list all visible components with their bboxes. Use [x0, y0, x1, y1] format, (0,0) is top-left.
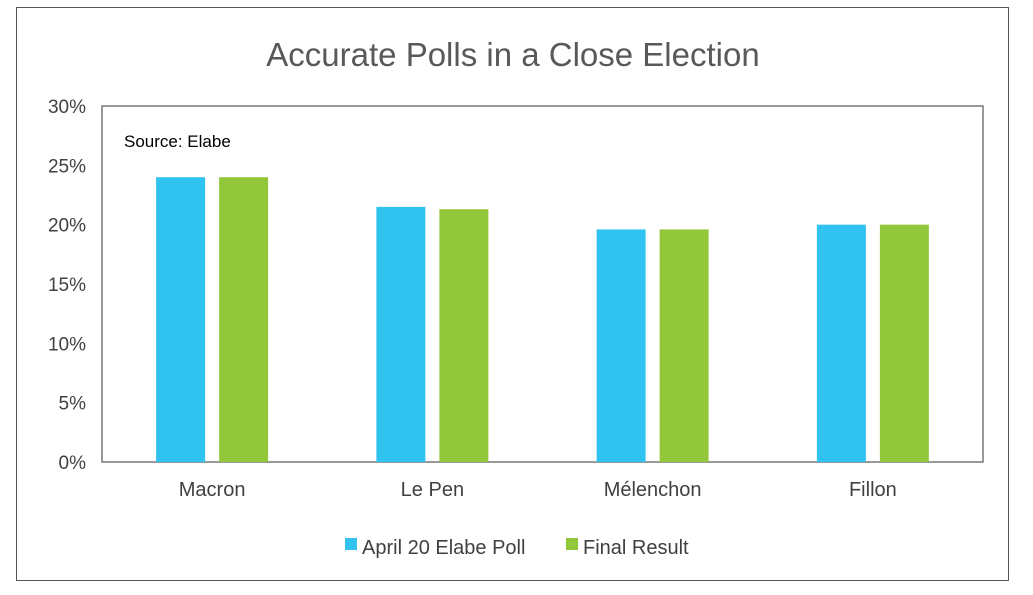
x-category-label: Mélenchon	[604, 479, 702, 501]
bar-result	[439, 209, 489, 462]
bar-poll	[156, 177, 206, 462]
bar-poll	[816, 224, 866, 462]
y-tick-label: 5%	[59, 394, 87, 415]
x-category-label: Macron	[179, 479, 246, 501]
bars-group	[156, 177, 929, 462]
plot-area	[101, 105, 984, 463]
legend-swatch	[566, 538, 578, 550]
y-tick-label: 10%	[48, 334, 86, 355]
source-annotation: Source: Elabe	[124, 132, 231, 151]
bar-result	[659, 229, 709, 462]
y-tick-label: 15%	[48, 275, 86, 296]
bar-poll	[376, 206, 426, 462]
bar-result	[879, 224, 929, 462]
legend: April 20 Elabe Poll Final Result	[345, 537, 689, 559]
legend-label: Final Result	[583, 537, 689, 559]
y-tick-label: 0%	[59, 453, 87, 474]
bar-result	[219, 177, 269, 462]
bar-poll	[596, 229, 646, 462]
x-axis-labels: Macron Le Pen Mélenchon Fillon	[179, 479, 897, 501]
y-axis-ticks: 0% 5% 10% 15% 20% 25% 30%	[48, 97, 86, 474]
x-category-label: Fillon	[849, 479, 897, 501]
legend-label: April 20 Elabe Poll	[362, 537, 525, 559]
x-category-label: Le Pen	[401, 479, 464, 501]
y-tick-label: 20%	[48, 216, 86, 237]
legend-swatch	[345, 538, 357, 550]
y-tick-label: 25%	[48, 156, 86, 177]
chart-title: Accurate Polls in a Close Election	[266, 36, 759, 73]
y-tick-label: 30%	[48, 97, 86, 118]
